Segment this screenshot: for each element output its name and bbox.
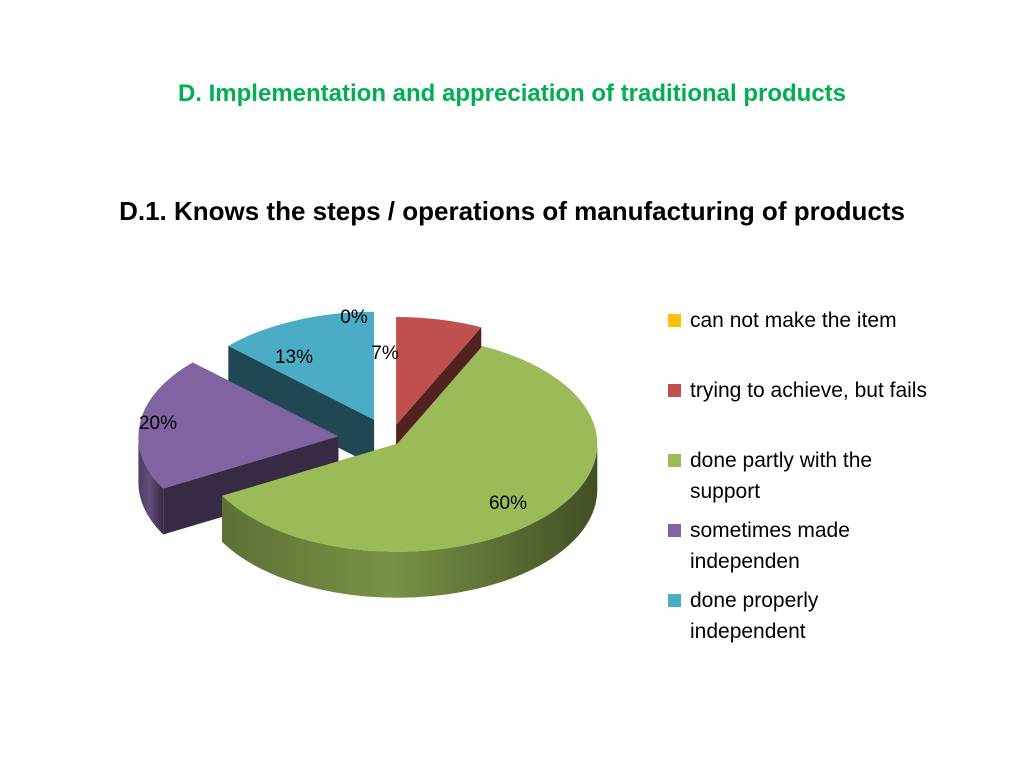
data-label-1: 7% [371, 343, 399, 364]
data-label-0: 0% [340, 307, 368, 328]
legend-label-1: trying to achieve, but fails [690, 379, 927, 402]
data-label-3: 20% [139, 413, 177, 434]
pie-side-3 [138, 436, 164, 535]
legend-swatch-2 [668, 454, 681, 467]
legend-swatch-4 [668, 594, 681, 607]
legend-swatch-0 [668, 314, 681, 327]
legend-label-2: done partly with the support [690, 449, 873, 503]
data-labels: 0%7% 60% 20% 13% [139, 307, 527, 514]
pie-slice-1 [396, 316, 482, 425]
pie-slice-4 [228, 311, 375, 420]
pie-wall-3-0 [163, 436, 339, 535]
pie-slice-2 [222, 346, 598, 552]
data-label-4: 13% [275, 347, 313, 368]
legend-label-0: can not make the item [690, 309, 897, 332]
pie-wall-4-0 [228, 345, 375, 466]
slide-title: D. Implementation and appreciation of tr… [177, 80, 847, 107]
legend-swatch-3 [668, 524, 681, 537]
legend-swatch-1 [668, 384, 681, 397]
data-label-2: 60% [489, 493, 527, 514]
pie-slice-3 [138, 362, 339, 489]
legend-label-3: sometimes made independen [690, 519, 850, 573]
pie-side-2 [222, 443, 598, 598]
chart-title: D.1. Knows the steps / operations of man… [119, 196, 905, 226]
legend-label-4: done properly independent [690, 589, 819, 643]
pie-tops [138, 311, 598, 552]
